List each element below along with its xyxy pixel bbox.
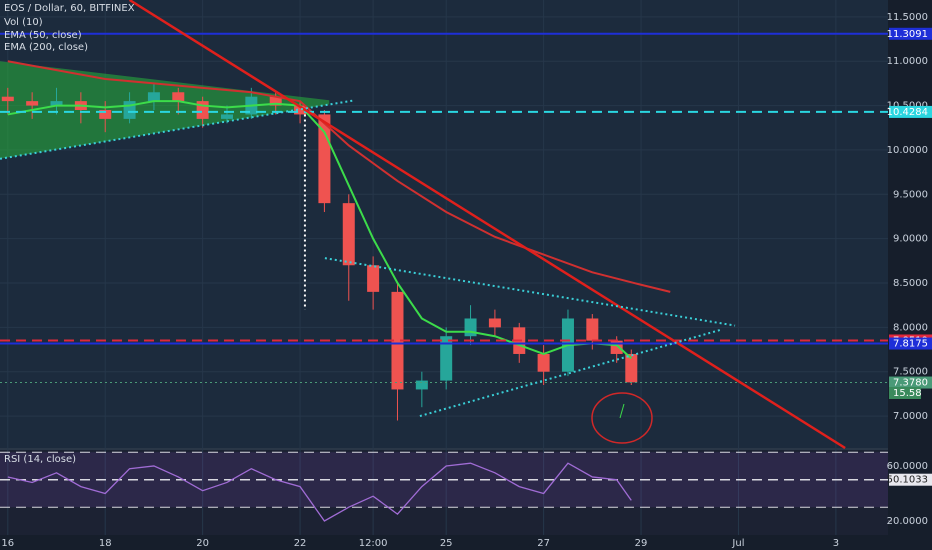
level-tag bbox=[889, 105, 932, 118]
y-tick-label: 11.0000 bbox=[887, 56, 928, 67]
candle-body bbox=[586, 318, 599, 341]
candle-body bbox=[440, 336, 453, 381]
ema-line bbox=[7, 60, 671, 293]
wedge-fill bbox=[0, 61, 330, 159]
level-label: 11.3091 bbox=[887, 29, 928, 40]
trendline bbox=[419, 329, 721, 418]
price-axis bbox=[888, 0, 932, 550]
candle-body bbox=[220, 114, 233, 119]
level-label: 7.3780 bbox=[893, 378, 928, 389]
marks bbox=[0, 0, 888, 522]
y-tick-label: 7.0000 bbox=[893, 411, 928, 422]
volume-label: 15.58 bbox=[893, 388, 922, 399]
y-tick-label: 10.0000 bbox=[887, 145, 928, 156]
y-tick-label: 9.5000 bbox=[893, 189, 928, 200]
rsi-current-label: 50.1033 bbox=[887, 475, 928, 486]
x-tick-label: 20 bbox=[196, 538, 209, 549]
time-axis bbox=[0, 535, 888, 550]
ema-line bbox=[7, 100, 632, 360]
x-tick-label: 22 bbox=[294, 538, 307, 549]
candle-body bbox=[537, 353, 550, 372]
candle-body bbox=[99, 110, 112, 119]
x-tick-label: 29 bbox=[635, 538, 648, 549]
level-tag bbox=[889, 337, 932, 350]
price-pane bbox=[0, 0, 888, 448]
trendline bbox=[324, 257, 736, 327]
annotation-ellipse bbox=[591, 392, 653, 444]
rsi-tag bbox=[889, 473, 932, 486]
annotation-arrow bbox=[619, 403, 625, 419]
candle-body bbox=[26, 101, 39, 106]
x-tick-label: 16 bbox=[1, 538, 14, 549]
candle-body bbox=[488, 318, 501, 328]
y-tick-label: 11.5000 bbox=[887, 12, 928, 23]
legend-entry: EMA (200, close) bbox=[4, 42, 88, 53]
candle-body bbox=[391, 291, 404, 390]
candle-body bbox=[294, 105, 307, 115]
candle-body bbox=[147, 92, 160, 102]
rsi-tick-label: 20.0000 bbox=[887, 516, 928, 527]
y-tick-label: 8.0000 bbox=[893, 322, 928, 333]
candle-body bbox=[269, 96, 282, 106]
volume-tag bbox=[889, 387, 921, 399]
x-tick-label: Jul bbox=[731, 538, 744, 549]
level-label: 10.4284 bbox=[887, 107, 928, 118]
y-tick-label: 9.0000 bbox=[893, 234, 928, 245]
legend-entry: EMA (50, close) bbox=[4, 30, 82, 41]
candle-body bbox=[415, 380, 428, 390]
candle-body bbox=[172, 92, 185, 102]
legend-entry: Vol (10) bbox=[4, 17, 43, 28]
candle-body bbox=[342, 203, 355, 266]
x-tick-label: 27 bbox=[537, 538, 550, 549]
level-tag bbox=[889, 27, 932, 40]
rsi-tick-label: 60.0000 bbox=[887, 461, 928, 472]
candle-body bbox=[367, 265, 380, 292]
x-tick-label: 3 bbox=[833, 538, 839, 549]
candle-body bbox=[1, 96, 14, 102]
candle-body bbox=[50, 101, 63, 106]
chart-title: EOS / Dollar, 60, BITFINEX bbox=[4, 3, 135, 14]
rsi-pane bbox=[0, 450, 888, 535]
candle-body bbox=[625, 353, 638, 383]
y-tick-label: 8.5000 bbox=[893, 278, 928, 289]
x-tick-label: 12:00 bbox=[359, 538, 388, 549]
y-tick-label: 7.5000 bbox=[893, 367, 928, 378]
rsi-title: RSI (14, close) bbox=[4, 454, 76, 465]
x-tick-label: 25 bbox=[440, 538, 453, 549]
rsi-line bbox=[7, 462, 632, 522]
trendline bbox=[128, 0, 846, 450]
x-tick-label: 18 bbox=[99, 538, 112, 549]
level-label: 7.8175 bbox=[893, 339, 928, 350]
level-tag bbox=[889, 376, 932, 389]
